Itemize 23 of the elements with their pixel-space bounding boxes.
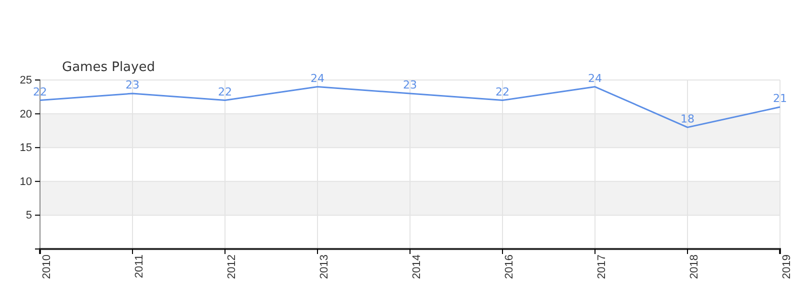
x-tick-label: 2017 bbox=[596, 254, 608, 279]
y-tick-label: 20 bbox=[20, 108, 32, 120]
x-tick-label: 2012 bbox=[226, 254, 238, 279]
data-label: 23 bbox=[126, 78, 140, 92]
x-tick-label: 2013 bbox=[318, 254, 330, 279]
y-tick-label: 15 bbox=[20, 142, 32, 154]
y-tick-label: 10 bbox=[20, 176, 32, 188]
x-tick-label: 2010 bbox=[40, 254, 53, 279]
data-label: 24 bbox=[588, 72, 602, 85]
data-label: 18 bbox=[680, 112, 694, 126]
data-label: 22 bbox=[496, 85, 510, 98]
y-tick-label: 5 bbox=[26, 210, 32, 222]
y-tick-label: 25 bbox=[20, 74, 32, 87]
chart-title: Games Played bbox=[62, 60, 155, 75]
x-tick-label: 2014 bbox=[410, 254, 423, 279]
x-tick-label: 2018 bbox=[688, 254, 700, 279]
data-label: 22 bbox=[218, 85, 232, 98]
data-label: 21 bbox=[773, 92, 787, 106]
data-label: 24 bbox=[310, 72, 324, 85]
data-label: 23 bbox=[403, 78, 417, 92]
x-tick-label: 2019 bbox=[780, 254, 793, 279]
x-tick-label: 2011 bbox=[133, 254, 146, 278]
x-tick-label: 2016 bbox=[503, 254, 516, 279]
